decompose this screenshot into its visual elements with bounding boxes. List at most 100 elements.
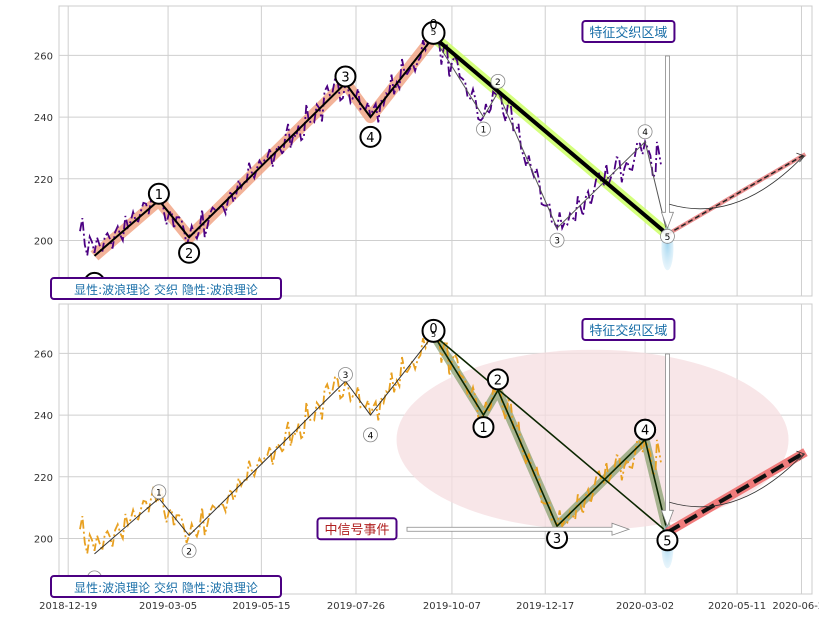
main-decline-line bbox=[433, 334, 668, 533]
secondary-wave-label-2-ring bbox=[490, 73, 506, 89]
legend-label: 显性:波浪理论 交织 隐性:波浪理论 bbox=[50, 277, 282, 300]
peak-label-main: 5 bbox=[431, 28, 437, 38]
secondary-wave-label-3: 3 bbox=[549, 232, 565, 248]
primary-wave-label-2: 2 bbox=[181, 543, 197, 559]
x-tick-label: 2019-12-17 bbox=[516, 601, 574, 612]
zone-label-text: 特征交织区域 bbox=[589, 25, 667, 41]
zone-pointer-arrow bbox=[660, 353, 675, 528]
primary-wave-label-4-ring bbox=[363, 427, 378, 443]
primary-wave-label-4: 4 bbox=[363, 427, 378, 443]
secondary-wave-label-2: 2 bbox=[490, 73, 506, 89]
x-tick-label: 2019-10-07 bbox=[423, 601, 481, 612]
plot-area bbox=[58, 5, 813, 297]
x-tick-label: 2019-07-26 bbox=[327, 601, 385, 612]
primary-wave-label-3-text: 3 bbox=[341, 71, 349, 86]
primary-wave-label-1: 1 bbox=[147, 182, 170, 205]
secondary-wave-label-3-text: 3 bbox=[553, 532, 561, 547]
secondary-wave-label-2-text: 2 bbox=[495, 78, 501, 88]
secondary-wave-label-1-ring bbox=[472, 416, 495, 439]
event-arrow bbox=[406, 522, 631, 536]
secondary-wave-label-1: 1 bbox=[472, 416, 495, 439]
projection-line bbox=[667, 153, 806, 235]
secondary-wave-label-1-text: 1 bbox=[481, 126, 487, 136]
x-tick-label: 2020-03-02 bbox=[616, 601, 674, 612]
secondary-wave-label-4-big-text: 4 bbox=[641, 424, 649, 439]
y-tick-label: 240 bbox=[34, 411, 53, 422]
end-point-label-text: 5 bbox=[663, 534, 671, 549]
primary-wave-label-2-ring bbox=[178, 241, 201, 264]
zone-label: 特征交织区域 bbox=[581, 20, 676, 43]
primary-wave-label-3: 3 bbox=[338, 367, 353, 382]
secondary-wave-label-4-big: 4 bbox=[634, 418, 657, 441]
primary-wave-label-3-ring bbox=[338, 367, 353, 382]
primary-wave-label-1-text: 1 bbox=[156, 488, 162, 498]
secondary-wave-label-4-big-ring bbox=[634, 418, 657, 441]
zone-label-text: 特征交织区域 bbox=[589, 323, 667, 339]
peak-label: 50 bbox=[421, 18, 446, 45]
zone-label: 特征交织区域 bbox=[581, 318, 676, 341]
peak-label-ring bbox=[421, 318, 446, 343]
end-point-label-text: 5 bbox=[665, 233, 671, 243]
primary-wave-line bbox=[94, 334, 434, 555]
secondary-wave-label-1-text: 1 bbox=[479, 421, 487, 436]
event-label-text: 中信号事件 bbox=[324, 523, 389, 538]
primary-wave-label-2-text: 2 bbox=[185, 247, 193, 262]
primary-wave-label-1: 1 bbox=[151, 484, 167, 500]
legend-label-box bbox=[50, 575, 282, 598]
peak-label: 05 bbox=[421, 318, 446, 343]
event-label: 中信号事件 bbox=[316, 517, 398, 541]
secondary-wave-label-1-ring bbox=[476, 121, 491, 137]
primary-wave-label-4-ring bbox=[359, 125, 382, 148]
primary-wave-label-1-text: 1 bbox=[155, 188, 163, 203]
projection-arrowhead bbox=[796, 450, 806, 461]
legend-label-box bbox=[50, 277, 282, 300]
main-decline-line bbox=[432, 35, 669, 236]
zone-label-box bbox=[581, 318, 676, 341]
end-point-label: 5 bbox=[656, 529, 679, 552]
secondary-wave-label-4-ring bbox=[637, 124, 653, 140]
end-point-label-ring bbox=[660, 228, 675, 244]
primary-wave-label-1-ring bbox=[151, 484, 167, 500]
zone-label-box bbox=[581, 20, 676, 43]
y-tick-label: 200 bbox=[34, 534, 53, 545]
secondary-wave-label-2: 2 bbox=[486, 368, 509, 391]
y-tick-label: 200 bbox=[34, 236, 53, 247]
legend-label-text: 显性:波浪理论 交织 隐性:波浪理论 bbox=[74, 580, 258, 595]
x-tick-label: 2019-05-15 bbox=[232, 601, 290, 612]
peak-label-main: 0 bbox=[429, 322, 437, 337]
secondary-wave-label-3-text: 3 bbox=[554, 237, 560, 247]
end-point-label-ring bbox=[656, 529, 679, 552]
secondary-wave-label-2-text: 2 bbox=[494, 373, 502, 388]
secondary-wave-line bbox=[432, 334, 669, 533]
secondary-wave-label-2-ring bbox=[486, 368, 509, 391]
projection-line bbox=[666, 450, 807, 535]
primary-wave-line bbox=[93, 36, 435, 257]
event-label-box bbox=[316, 517, 398, 541]
primary-wave-label-2-ring bbox=[181, 543, 197, 559]
x-tick-label: 2019-03-05 bbox=[139, 601, 197, 612]
x-tick-label: 2018-12-19 bbox=[39, 601, 97, 612]
primary-wave-label-3-ring bbox=[334, 65, 357, 88]
x-tick-label: 2020-05-11 bbox=[708, 601, 766, 612]
secondary-wave-line bbox=[433, 36, 668, 235]
peak-label-ring bbox=[421, 20, 446, 45]
legend-label: 显性:波浪理论 交织 隐性:波浪理论 bbox=[50, 575, 282, 598]
primary-wave-label-3: 3 bbox=[334, 65, 357, 88]
peak-label-sub: 0 bbox=[429, 18, 437, 33]
y-tick-label: 220 bbox=[34, 473, 53, 484]
primary-wave-label-4-text: 4 bbox=[366, 131, 374, 146]
secondary-wave-label-4: 4 bbox=[637, 124, 653, 140]
zone-pointer-arrow bbox=[660, 55, 675, 230]
end-point-label: 5 bbox=[660, 228, 675, 244]
peak-label-sub: 5 bbox=[431, 330, 436, 339]
primary-wave-label-2-text: 2 bbox=[186, 547, 192, 557]
projection-curve-arrow bbox=[669, 155, 804, 210]
y-tick-label: 240 bbox=[34, 113, 53, 124]
primary-wave-label-3-text: 3 bbox=[343, 371, 349, 381]
primary-wave-label-4: 4 bbox=[359, 125, 382, 148]
x-tick-label: 2020-06-29 bbox=[772, 601, 819, 612]
primary-wave-label-4-text: 4 bbox=[368, 431, 374, 441]
y-tick-label: 220 bbox=[34, 175, 53, 186]
